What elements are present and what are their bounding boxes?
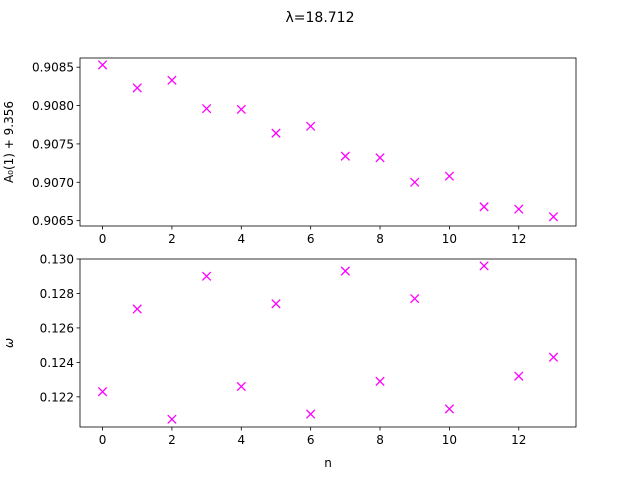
data-point-marker	[444, 404, 455, 414]
x-tick-label: 12	[511, 232, 526, 246]
data-point-marker	[167, 75, 177, 85]
y-tick-label: 0.9070	[32, 176, 74, 190]
data-point-marker	[375, 153, 385, 163]
y-tick-label: 0.128	[40, 287, 74, 301]
x-tick-label: 0	[99, 232, 107, 246]
figure-title: λ=18.712	[285, 10, 354, 26]
top-panel: 0 2 4 6 8 10 12 0.9065 0.9070 0.9075 0.9080 0.9085 A…	[2, 57, 577, 246]
data-point-marker	[97, 387, 108, 397]
data-point-marker	[514, 371, 524, 381]
y-tick-label: 0.9065	[32, 214, 74, 228]
data-point-marker	[201, 103, 212, 114]
data-point-marker	[305, 409, 316, 419]
data-point-marker	[479, 261, 489, 271]
data-point-marker	[514, 204, 524, 214]
data-point-marker	[548, 212, 559, 222]
x-tick-label: 0	[99, 433, 107, 447]
data-point-marker	[271, 299, 281, 309]
y-tick-label: 0.9085	[32, 61, 74, 75]
y-axis-label: A₀(1) + 9.356	[2, 101, 16, 183]
x-tick-label: 8	[376, 433, 384, 447]
bottom-panel: 0 2 4 6 8 10 12 0.122 0.124 0.126 0.128 0.130 n ω	[2, 253, 577, 470]
x-tick-label: 6	[307, 433, 315, 447]
x-tick-label: 10	[442, 232, 457, 246]
y-tick-label: 0.126	[40, 321, 74, 335]
data-point-marker	[271, 128, 281, 138]
data-point-marker	[305, 121, 316, 131]
x-tick-label: 6	[307, 232, 315, 246]
data-point-marker	[97, 60, 108, 70]
data-point-marker	[132, 83, 142, 93]
data-point-marker	[410, 293, 420, 304]
plot-frame	[79, 57, 577, 227]
x-tick-label: 4	[237, 433, 245, 447]
y-tick-label: 0.9075	[32, 137, 74, 151]
x-tick-label: 10	[442, 433, 457, 447]
data-point-marker	[340, 151, 351, 161]
x-tick-label: 8	[376, 232, 384, 246]
x-axis-label: n	[324, 456, 332, 470]
data-point-marker	[375, 376, 385, 386]
x-tick-label: 2	[168, 232, 176, 246]
data-point-marker	[479, 202, 489, 212]
data-point-marker	[132, 304, 142, 314]
y-tick-label: 0.9080	[32, 99, 74, 113]
y-tick-label: 0.124	[40, 356, 74, 370]
y-tick-label: 0.122	[40, 390, 74, 404]
x-tick-label: 4	[237, 232, 245, 246]
data-point-marker	[167, 414, 177, 424]
data-point-marker	[236, 104, 246, 115]
data-point-marker	[444, 171, 455, 181]
y-axis-label: ω	[2, 338, 16, 348]
data-point-marker	[201, 271, 212, 281]
data-point-marker	[340, 266, 351, 276]
x-tick-label: 12	[511, 433, 526, 447]
data-point-marker	[236, 381, 246, 392]
y-tick-label: 0.130	[40, 253, 74, 267]
plot-frame	[79, 258, 577, 428]
data-point-marker	[410, 177, 420, 187]
data-point-marker	[548, 352, 559, 362]
x-tick-label: 2	[168, 433, 176, 447]
